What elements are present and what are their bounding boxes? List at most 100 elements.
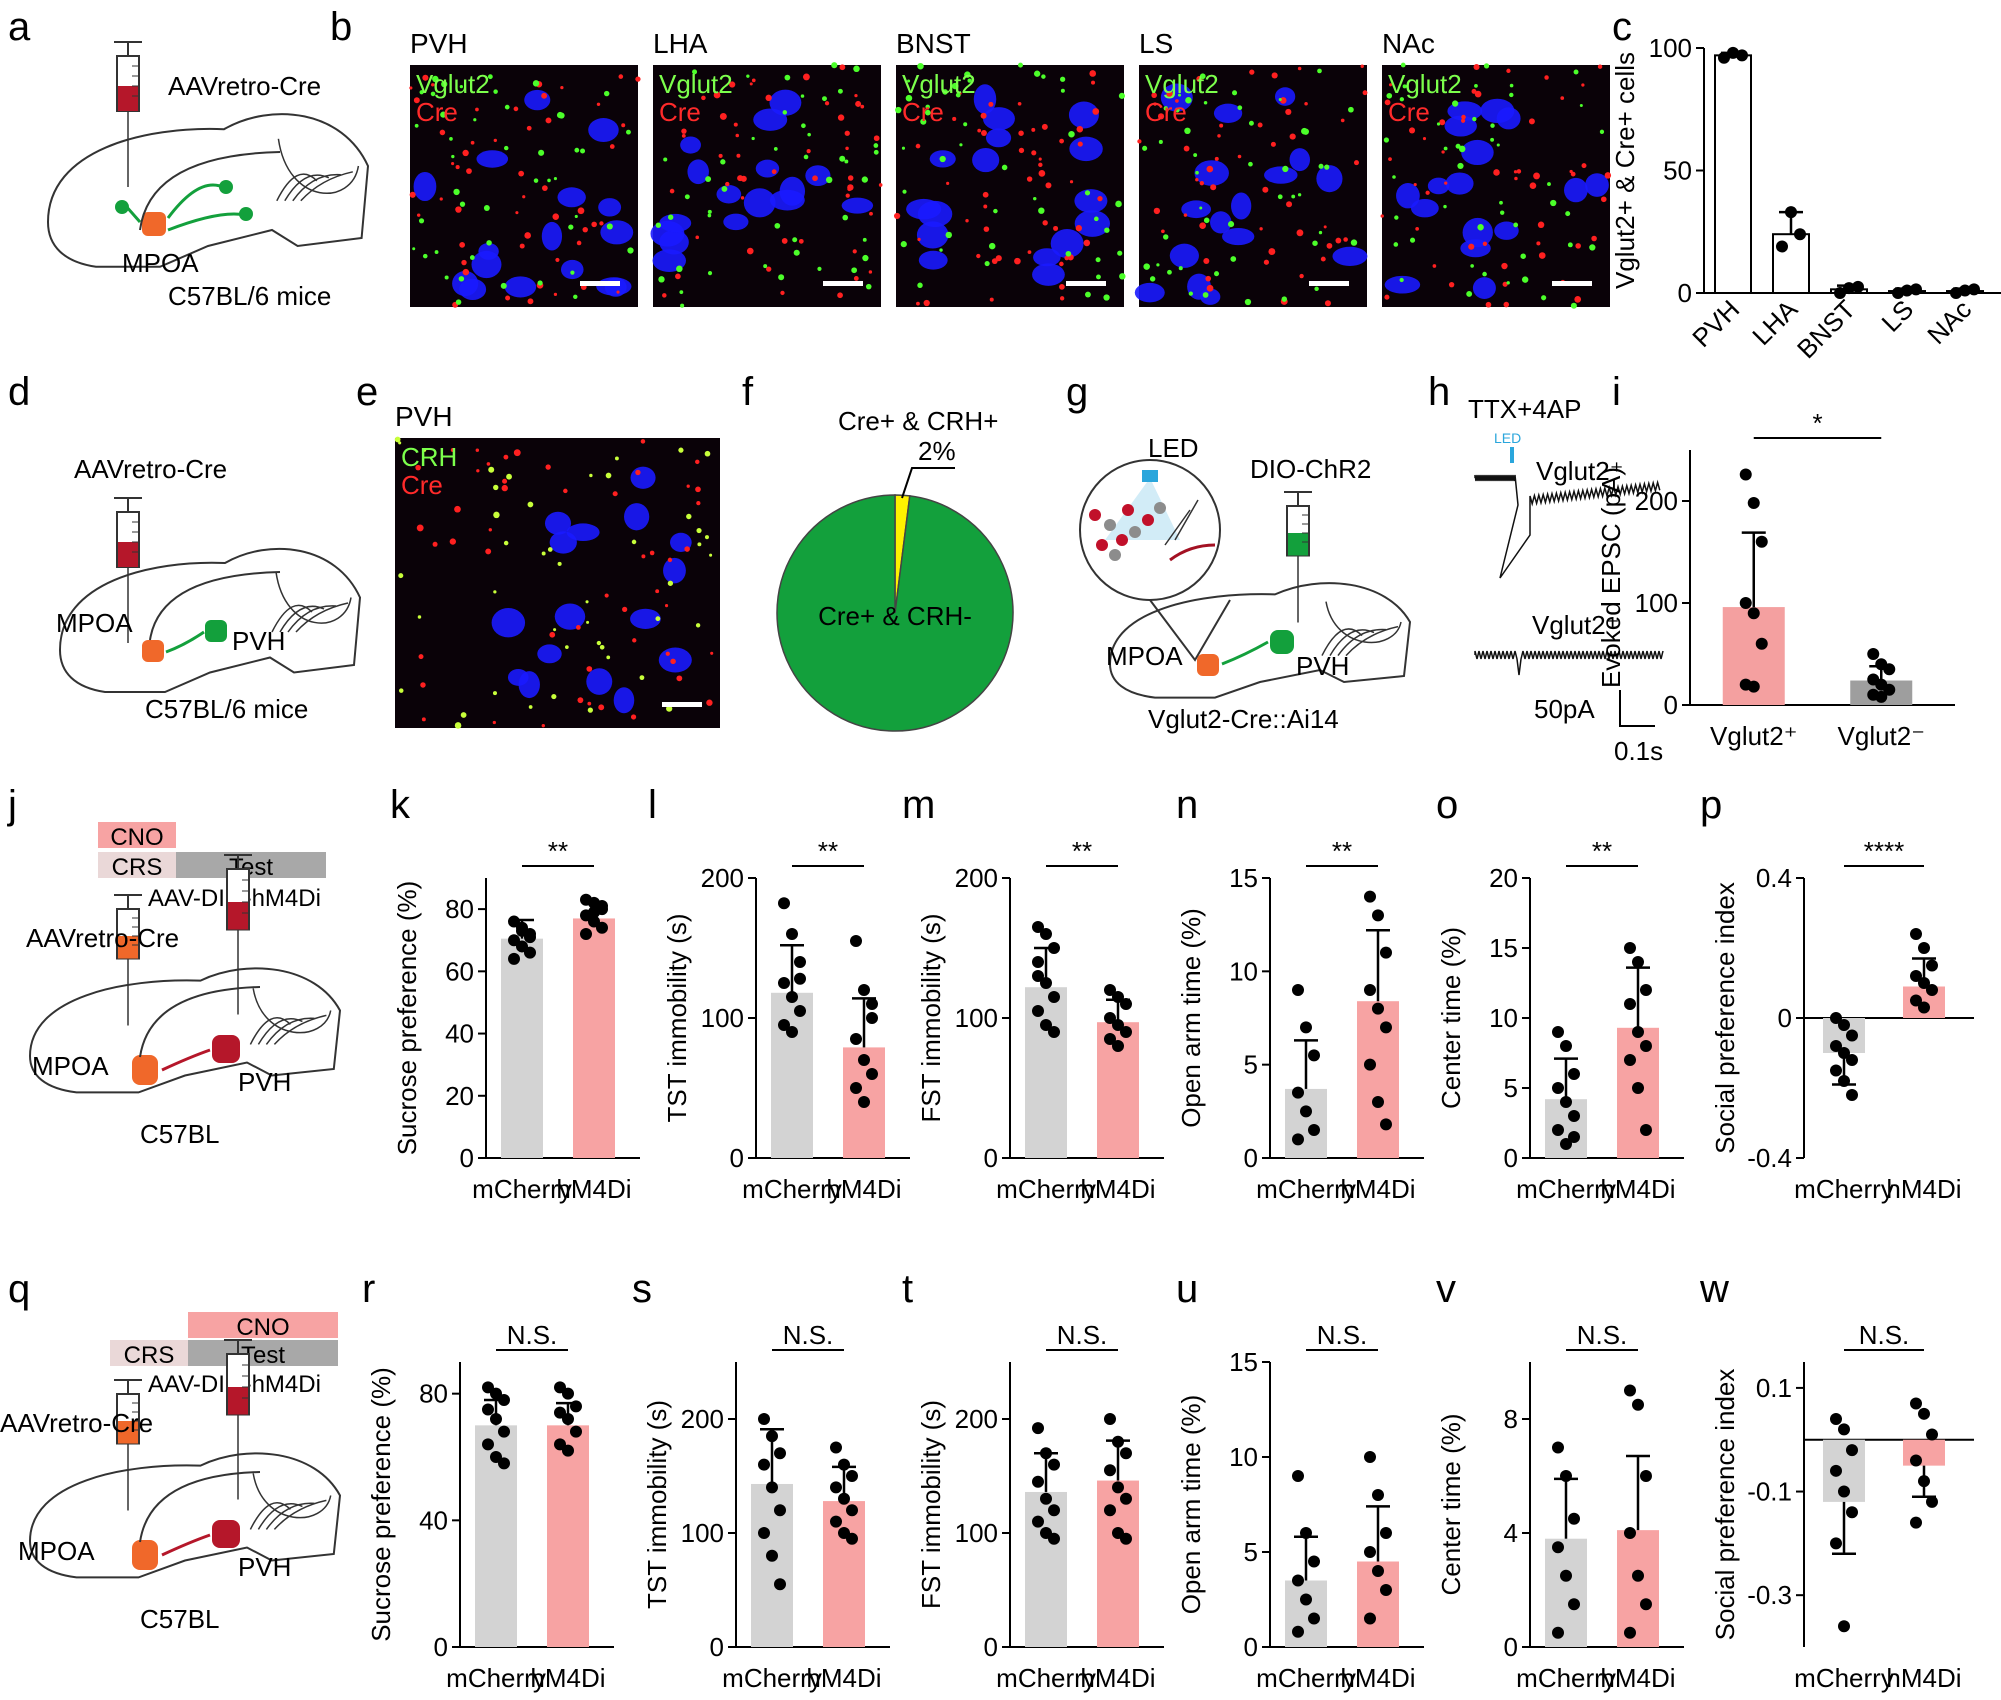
- panel-letter-w: w: [1699, 1267, 1729, 1311]
- nucleus: [613, 687, 635, 714]
- x-tick-label: hM4Di: [1080, 1174, 1155, 1204]
- y-tick-label: 10: [1489, 1003, 1518, 1033]
- marker-puncta: [493, 89, 498, 94]
- marker-puncta: [422, 253, 428, 259]
- y-axis-label: FST immobility (s): [916, 1400, 946, 1609]
- cre-puncta: [878, 183, 883, 187]
- significance-label: **: [548, 836, 568, 866]
- marker-puncta: [606, 223, 613, 230]
- cre-puncta: [431, 83, 435, 87]
- cre-puncta: [1528, 118, 1535, 125]
- cre-puncta: [586, 666, 593, 672]
- marker-puncta: [454, 722, 462, 729]
- data-point: [1120, 1026, 1132, 1038]
- cell-dot: [1109, 549, 1121, 561]
- data-point: [1308, 1612, 1320, 1625]
- cre-puncta: [1529, 182, 1537, 190]
- cre-puncta: [806, 149, 811, 154]
- marker-puncta: [1291, 194, 1296, 199]
- nucleus: [1222, 227, 1255, 246]
- marker-puncta: [988, 242, 996, 250]
- y-tick-label: 0: [1504, 1632, 1518, 1662]
- brain-outline: [28, 1452, 342, 1579]
- data-point: [1292, 1574, 1304, 1587]
- nucleus: [566, 523, 600, 542]
- marker-puncta: [556, 111, 564, 119]
- cre-puncta: [1560, 96, 1565, 100]
- projection-line: [165, 630, 205, 654]
- marker-puncta: [1500, 210, 1505, 215]
- nucleus: [755, 159, 780, 178]
- crs-bar: [110, 1340, 188, 1366]
- marker-puncta: [422, 448, 427, 452]
- marker-puncta: [398, 688, 404, 693]
- marker-puncta: [1103, 294, 1110, 301]
- pie-label-major: Cre+ & CRH-: [818, 601, 972, 631]
- cre-puncta: [676, 675, 683, 682]
- target-label: PVH: [238, 1067, 291, 1097]
- nucleus: [630, 608, 661, 629]
- cre-puncta: [1183, 213, 1188, 217]
- data-point: [1032, 1422, 1044, 1435]
- data-point: [850, 935, 862, 947]
- cre-puncta: [837, 114, 845, 121]
- marker-puncta: [844, 159, 849, 164]
- x-tick-label: PVH: [1686, 294, 1745, 353]
- marker-puncta: [1060, 76, 1066, 82]
- data-point: [1640, 1470, 1652, 1482]
- data-point: [1624, 1527, 1636, 1539]
- trace1-label: Vglut2⁺: [1536, 456, 1623, 486]
- cre-puncta: [681, 128, 687, 134]
- marker-puncta: [705, 176, 712, 183]
- marker-puncta: [861, 176, 868, 183]
- data-point: [1364, 890, 1376, 903]
- scale-bar: [823, 281, 863, 286]
- marker-puncta: [1386, 92, 1393, 99]
- marker-puncta: [506, 473, 512, 480]
- brain-outline: [28, 967, 342, 1094]
- marker-puncta: [432, 75, 439, 83]
- marker-puncta: [901, 146, 906, 150]
- data-point: [1568, 1110, 1580, 1122]
- cre-puncta: [1268, 248, 1276, 256]
- data-point: [1040, 1492, 1052, 1505]
- cre-puncta: [718, 153, 723, 158]
- x-tick-label: hM4Di: [1600, 1663, 1675, 1693]
- data-point: [758, 1458, 770, 1471]
- cre-puncta: [591, 221, 597, 228]
- marker-puncta: [1278, 97, 1282, 102]
- marker-puncta: [1483, 63, 1490, 69]
- panel-letter-d: d: [8, 370, 30, 414]
- marker-puncta: [586, 620, 590, 624]
- marker-puncta: [493, 511, 500, 519]
- cre-puncta: [1444, 181, 1448, 185]
- cno-bar: [98, 822, 176, 848]
- data-point: [1560, 1470, 1572, 1482]
- data-point: [524, 931, 536, 944]
- data-point: [554, 1438, 566, 1451]
- cre-puncta: [526, 125, 532, 131]
- data-point: [1112, 1435, 1124, 1448]
- marker-puncta: [1119, 273, 1126, 280]
- cre-puncta: [965, 219, 969, 223]
- marker-puncta: [1248, 161, 1253, 167]
- marker-puncta: [697, 542, 702, 547]
- marker-puncta: [746, 74, 750, 78]
- cre-puncta: [995, 255, 1002, 262]
- cerebellum-outline: [252, 1473, 332, 1519]
- y-axis-label: Open arm time (%): [1176, 1395, 1206, 1615]
- marker-puncta: [460, 712, 467, 718]
- cre-puncta: [983, 226, 990, 232]
- pie-leader: [901, 467, 955, 499]
- marker-puncta: [817, 266, 822, 271]
- data-point: [1568, 1068, 1580, 1080]
- cre-puncta: [1205, 275, 1212, 282]
- marker-puncta: [551, 693, 557, 700]
- marker-puncta: [1199, 73, 1206, 80]
- marker-puncta: [1506, 281, 1510, 285]
- mpoa-region: [1197, 654, 1219, 676]
- marker-puncta: [1482, 271, 1487, 277]
- marker-puncta: [1472, 116, 1477, 122]
- cre-puncta: [1432, 264, 1437, 268]
